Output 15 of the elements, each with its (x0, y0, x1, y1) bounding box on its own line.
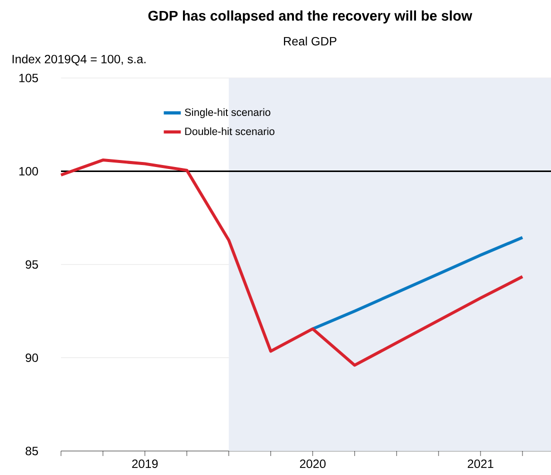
chart-title: GDP has collapsed and the recovery will be slow (148, 10, 472, 24)
y-axis-title: Index 2019Q4 = 100, s.a. (12, 54, 146, 66)
y-tick-label: 90 (26, 354, 38, 362)
x-tick-label: 2021 (468, 460, 494, 468)
legend-label: Single-hit scenario (184, 108, 270, 118)
x-tick-label: 2019 (132, 460, 158, 468)
y-tick-label: 100 (19, 167, 38, 176)
legend-label: Double-hit scenario (185, 127, 274, 136)
line-series (311, 236, 524, 330)
y-tick-label: 105 (19, 74, 38, 82)
y-tick-label: 85 (26, 446, 38, 456)
chart-subtitle: Real GDP (284, 36, 336, 46)
y-tick-label: 95 (26, 260, 38, 269)
x-tick-label: 2020 (300, 460, 326, 468)
line-series (60, 158, 524, 367)
